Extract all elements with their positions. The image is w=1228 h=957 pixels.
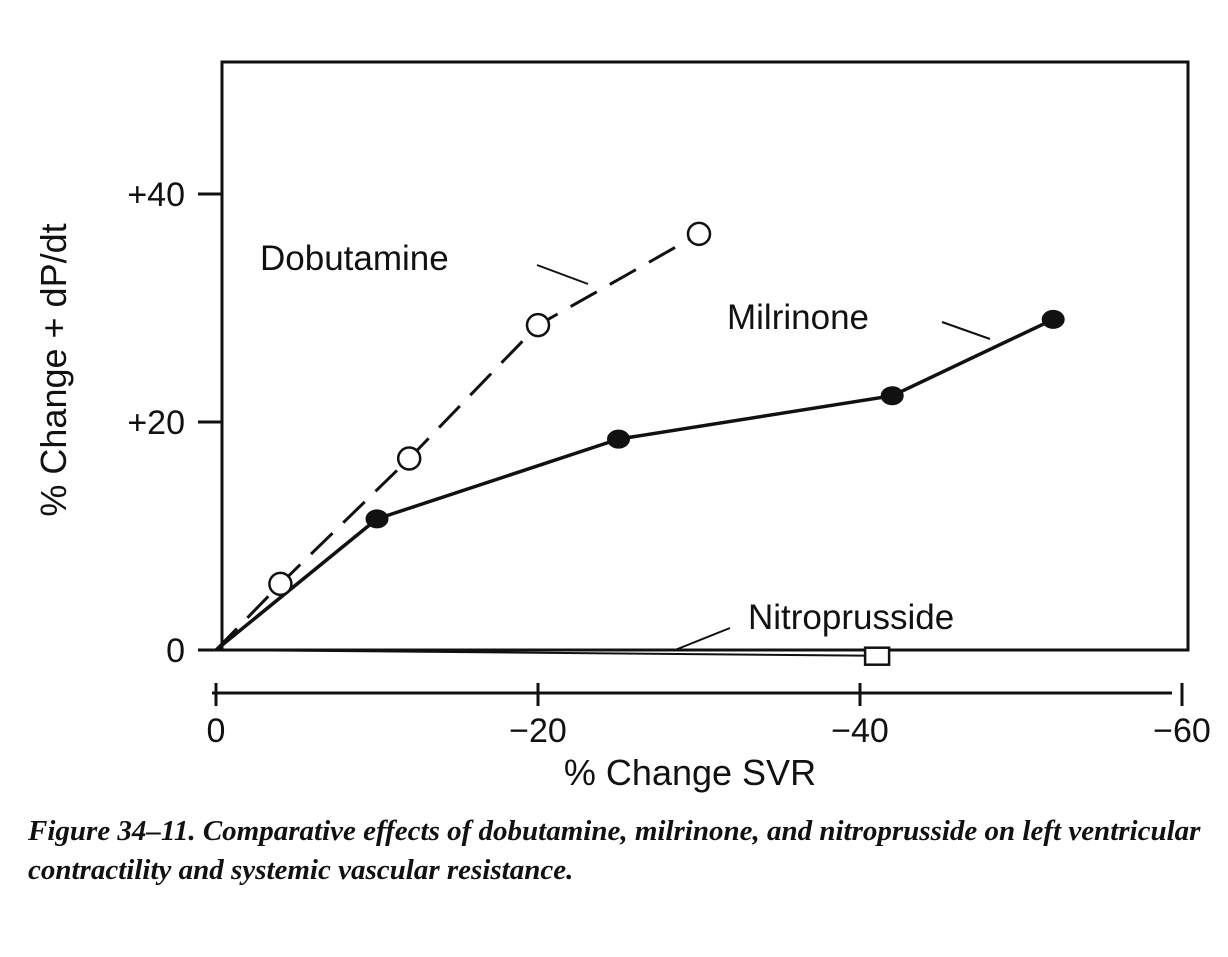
milrinone-leader-line xyxy=(941,321,991,340)
milrinone-point xyxy=(1041,309,1065,329)
x-ticks: 0 −20 −40 −60 xyxy=(207,683,1211,750)
series-lines xyxy=(214,232,1054,657)
figure-caption: Figure 34–11. Comparative effects of dob… xyxy=(28,815,1201,886)
x-axis-title: % Change SVR xyxy=(564,752,816,793)
dobutamine-point xyxy=(396,446,422,471)
nitroprusside-line xyxy=(215,649,877,657)
y-tick-label: 0 xyxy=(166,632,185,670)
milrinone-label: Milrinone xyxy=(727,298,869,337)
milrinone-point xyxy=(607,429,630,449)
nitroprusside-point xyxy=(863,646,891,666)
dobutamine-point xyxy=(686,221,712,247)
milrinone-point xyxy=(365,509,389,529)
dobutamine-label: Dobutamine xyxy=(260,239,449,278)
dobutamine-point xyxy=(525,312,551,338)
y-tick-label: +40 xyxy=(127,176,185,214)
nitroprusside-label: Nitroprusside xyxy=(748,598,954,637)
leader-lines xyxy=(536,264,991,651)
x-tick-label: 0 xyxy=(207,712,226,750)
x-tick-label: −20 xyxy=(509,712,567,750)
series-labels: Dobutamine Milrinone Nitroprusside xyxy=(260,239,954,637)
chart: 0 +20 +40 0 −20 −40 −60 Dobutamine Milrinone Ni… xyxy=(33,60,1211,793)
milrinone-point xyxy=(880,386,904,406)
nitroprusside-leader-line xyxy=(674,627,731,651)
dobutamine-point xyxy=(268,571,293,597)
y-ticks: 0 +20 +40 xyxy=(127,176,222,670)
y-tick-label: +20 xyxy=(127,404,185,442)
series-markers xyxy=(268,221,1065,666)
dobutamine-leader-line xyxy=(536,264,589,285)
x-tick-label: −60 xyxy=(1153,712,1211,750)
plot-frame xyxy=(220,60,1190,652)
x-tick-label: −40 xyxy=(831,712,889,750)
y-axis-title: % Change + dP/dt xyxy=(33,223,74,516)
